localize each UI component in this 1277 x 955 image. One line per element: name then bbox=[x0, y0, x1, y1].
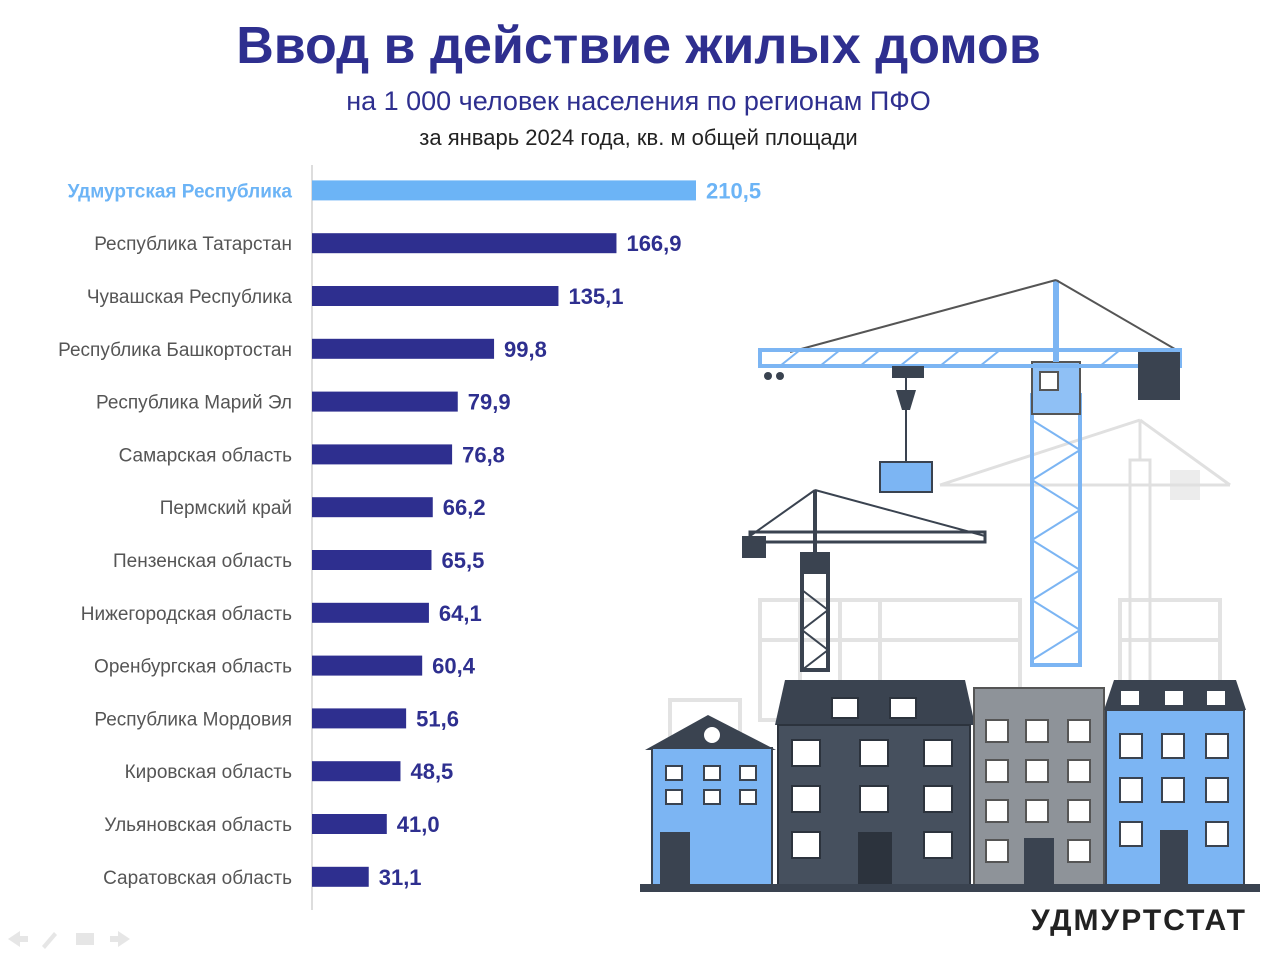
category-label: Удмуртская Республика bbox=[68, 181, 293, 202]
gray-house-icon bbox=[973, 687, 1105, 889]
category-label: Пензенская область bbox=[113, 551, 292, 572]
bar bbox=[312, 286, 559, 306]
value-label: 60,4 bbox=[432, 654, 476, 679]
bar bbox=[312, 655, 423, 676]
category-label: Пермский край bbox=[160, 498, 292, 519]
value-label: 65,5 bbox=[441, 548, 484, 573]
value-label: 48,5 bbox=[410, 759, 453, 784]
bar bbox=[312, 497, 433, 518]
bar bbox=[312, 602, 429, 623]
page-title: Ввод в действие жилых домов bbox=[236, 17, 1041, 75]
bar bbox=[312, 814, 387, 834]
category-label: Нижегородская область bbox=[81, 604, 292, 625]
bar bbox=[312, 866, 369, 887]
bar bbox=[312, 391, 458, 412]
value-label: 210,5 bbox=[706, 178, 761, 203]
brand-logo: УДМУРТСТАТ bbox=[1031, 904, 1247, 937]
value-label: 41,0 bbox=[397, 812, 440, 837]
category-label: Саратовская область bbox=[103, 868, 292, 889]
category-label: Республика Марий Эл bbox=[96, 393, 292, 414]
value-label: 166,9 bbox=[626, 231, 681, 256]
page-subtitle-period: за январь 2024 года, кв. м общей площади bbox=[419, 125, 858, 150]
value-label: 51,6 bbox=[416, 706, 459, 731]
page-subtitle: на 1 000 человек населения по регионам П… bbox=[346, 86, 931, 116]
category-label: Чувашская Республика bbox=[87, 287, 293, 308]
value-label: 99,8 bbox=[504, 337, 547, 362]
category-label: Оренбургская область bbox=[94, 657, 292, 678]
construction-illustration bbox=[640, 279, 1260, 892]
bar bbox=[312, 708, 407, 729]
category-label: Республика Башкортостан bbox=[58, 340, 292, 361]
value-label: 64,1 bbox=[439, 601, 482, 626]
value-label: 79,9 bbox=[468, 390, 511, 415]
bar bbox=[312, 550, 432, 570]
menu-icon bbox=[76, 933, 94, 945]
value-label: 66,2 bbox=[443, 495, 486, 520]
bar bbox=[312, 233, 617, 254]
bar bbox=[312, 761, 401, 782]
small-crane-icon bbox=[742, 489, 987, 672]
value-label: 76,8 bbox=[462, 442, 505, 467]
slide-nav-controls[interactable] bbox=[6, 928, 136, 950]
category-label: Республика Мордовия bbox=[94, 709, 292, 730]
value-label: 135,1 bbox=[568, 284, 623, 309]
category-label: Самарская область bbox=[119, 445, 293, 466]
dark-house-icon bbox=[775, 680, 975, 889]
bar bbox=[312, 338, 495, 359]
bar bbox=[312, 180, 696, 201]
prev-slide-icon bbox=[8, 931, 28, 947]
tower-crane-icon bbox=[758, 279, 1182, 667]
blue-house-icon bbox=[645, 715, 776, 889]
value-label: 31,1 bbox=[379, 865, 422, 890]
category-label: Ульяновская область bbox=[104, 815, 292, 836]
right-blue-house-icon bbox=[1104, 680, 1246, 889]
category-label: Республика Татарстан bbox=[94, 234, 292, 255]
next-slide-icon bbox=[110, 931, 130, 947]
category-label: Кировская область bbox=[125, 762, 293, 783]
bar-chart: Удмуртская Республика 210,5 Республика Тат… bbox=[58, 165, 761, 910]
bar bbox=[312, 444, 453, 465]
pen-icon bbox=[42, 932, 57, 949]
